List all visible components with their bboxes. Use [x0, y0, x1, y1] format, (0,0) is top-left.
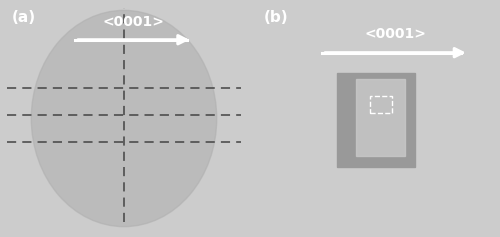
Text: (a): (a)	[12, 10, 36, 25]
Bar	[337, 73, 415, 167]
Bar	[356, 78, 406, 156]
Bar	[254, 107, 498, 137]
Text: <0001>: <0001>	[364, 27, 426, 41]
Text: (b): (b)	[264, 10, 288, 25]
Bar	[370, 96, 392, 114]
Text: <0001>: <0001>	[103, 15, 164, 29]
Ellipse shape	[32, 10, 216, 227]
